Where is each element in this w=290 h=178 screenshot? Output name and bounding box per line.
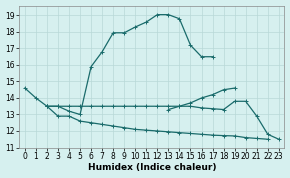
X-axis label: Humidex (Indice chaleur): Humidex (Indice chaleur) [88,163,216,172]
